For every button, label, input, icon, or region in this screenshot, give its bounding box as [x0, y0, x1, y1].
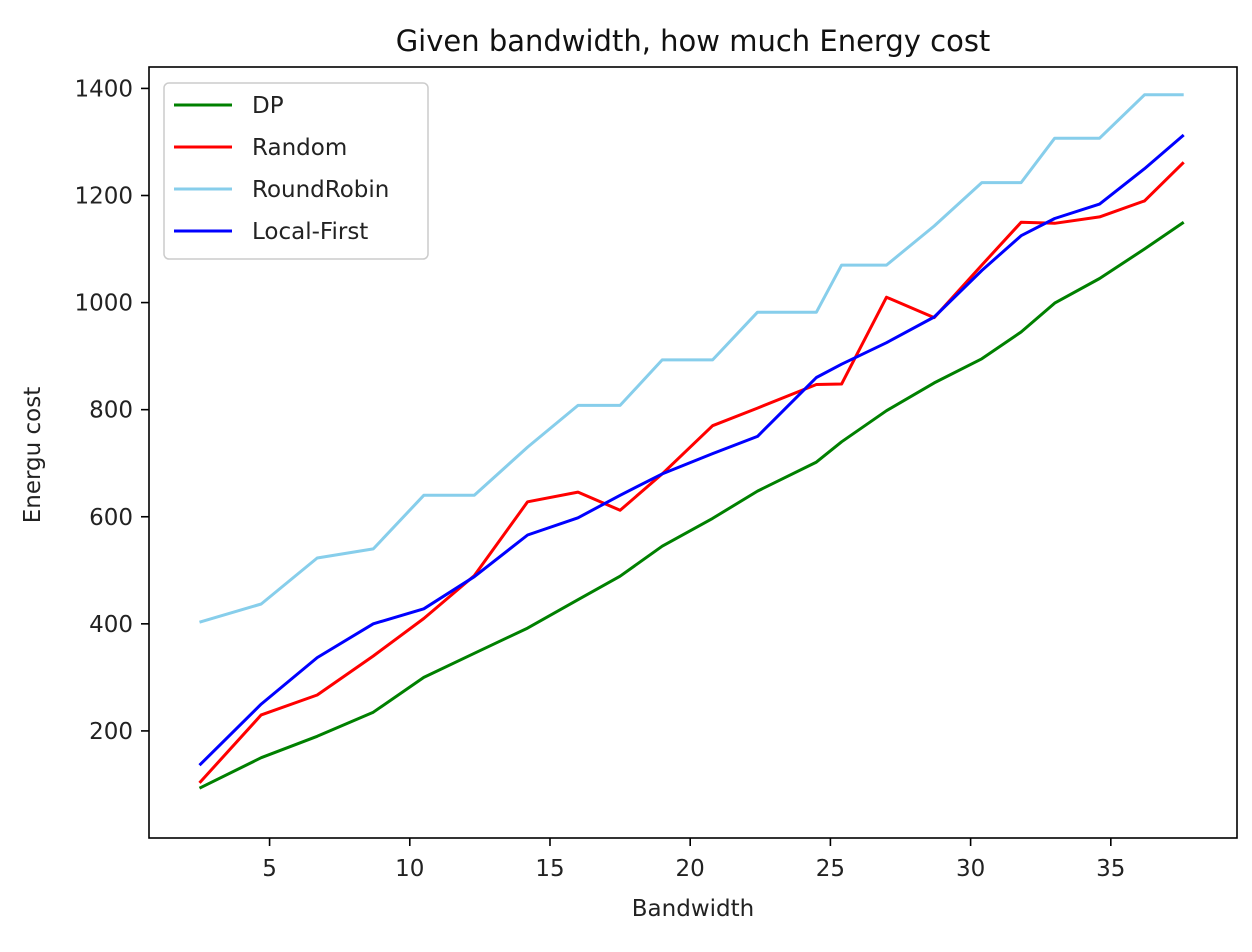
y-tick-label: 1000: [74, 291, 133, 317]
legend-label: RoundRobin: [252, 177, 389, 203]
chart-title: Given bandwidth, how much Energy cost: [396, 24, 991, 58]
x-axis-title: Bandwidth: [632, 896, 754, 922]
x-tick-label: 25: [816, 856, 845, 882]
y-tick-label: 600: [89, 505, 133, 531]
y-tick-label: 200: [89, 719, 133, 745]
x-tick-label: 5: [262, 856, 277, 882]
x-tick-label: 10: [395, 856, 424, 882]
x-tick-label: 15: [535, 856, 564, 882]
y-tick-label: 400: [89, 612, 133, 638]
y-tick-label: 1200: [74, 184, 133, 210]
x-tick-label: 30: [956, 856, 985, 882]
legend-label: Random: [252, 135, 347, 161]
y-tick-label: 1400: [74, 76, 133, 102]
legend-label: DP: [252, 93, 284, 119]
y-axis-title: Energu cost: [20, 387, 46, 524]
x-tick-label: 20: [676, 856, 705, 882]
x-tick-label: 35: [1096, 856, 1125, 882]
series-line-dp: [198, 221, 1185, 790]
legend-box: [163, 82, 429, 260]
series-line-roundrobin: [199, 93, 1184, 624]
series-line-local-first: [198, 133, 1185, 767]
y-tick-label: 800: [89, 398, 133, 424]
legend: DP Random RoundRobin Local-First: [163, 82, 429, 260]
plot-area-frame: [148, 66, 1238, 839]
legend-label: Local-First: [252, 219, 368, 245]
series-line-random: [198, 161, 1185, 784]
